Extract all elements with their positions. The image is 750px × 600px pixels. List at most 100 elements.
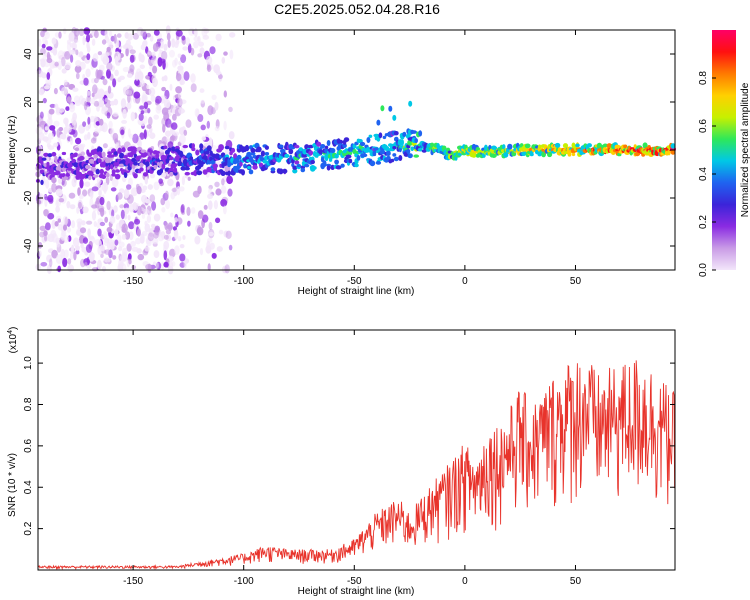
snr-scale-exponent: 4 [7, 330, 14, 334]
spectrogram-noise-cell [78, 28, 85, 37]
spectrogram-noise-cell [172, 131, 180, 136]
spectrogram-ridge-cell [40, 179, 44, 185]
spectrogram-noise-cell [125, 47, 129, 57]
spectrogram-noise-cell [106, 46, 111, 52]
spectrogram-noise-cell [36, 70, 43, 75]
spectrogram-ridge-cell [163, 145, 168, 150]
spectrogram-ridge-cell [301, 153, 308, 158]
spectrogram-ridge-cell [79, 155, 85, 161]
spectrogram-ridge-cell [173, 163, 178, 167]
spectrogram-ridge-cell [155, 152, 160, 159]
spectrogram-noise-cell [142, 40, 148, 47]
spectrogram-noise-cell [220, 185, 227, 194]
spectrogram-noise-cell [161, 76, 165, 82]
spectrogram-noise-cell [127, 177, 133, 187]
spectrogram-noise-cell [128, 258, 132, 265]
spectrogram-noise-cell [51, 219, 56, 229]
spectrogram-ridge-cell [143, 152, 148, 157]
spectrogram-noise-cell [48, 117, 53, 126]
spectrogram-noise-cell [150, 95, 156, 102]
y-tick-label: -20 [23, 190, 34, 205]
spectrogram-noise-cell [163, 250, 168, 261]
spectrogram-ridge-cell [382, 135, 387, 140]
spectrogram-noise-cell [115, 214, 121, 220]
spectrogram-noise-cell [172, 59, 177, 68]
spectrogram-noise-cell [83, 27, 91, 35]
x-tick-label: 50 [570, 576, 582, 587]
spectrogram-noise-cell [114, 69, 119, 77]
spectrogram-noise-cell [75, 250, 80, 255]
spectrogram-noise-cell [57, 218, 61, 223]
spectrogram-ridge-cell [352, 148, 357, 155]
spectrogram-noise-cell [98, 97, 105, 107]
spectrogram-ridge-cell [617, 152, 622, 157]
spectrogram-noise-cell [190, 73, 196, 83]
spectrogram-noise-cell [40, 111, 44, 119]
spectrogram-noise-cell [200, 99, 205, 104]
spectrogram-noise-cell [178, 61, 182, 65]
spectrogram-noise-cell [46, 46, 53, 51]
spectrogram-noise-cell [92, 84, 98, 95]
spectrogram-noise-cell [208, 221, 213, 230]
spectrogram-noise-cell [155, 105, 162, 114]
spectrogram-noise-cell [86, 220, 93, 225]
spectrogram-noise-cell [171, 38, 176, 48]
spectrogram-noise-cell [160, 261, 165, 271]
spectrogram-noise-cell [141, 213, 146, 219]
spectrogram-noise-cell [68, 192, 76, 199]
spectrogram-noise-cell [69, 204, 76, 210]
spectrogram-noise-cell [206, 120, 210, 129]
spectrogram-ridge-cell [65, 173, 70, 177]
spectrogram-noise-cell [94, 128, 101, 134]
spectrogram-noise-cell [179, 98, 183, 106]
spectrogram-noise-cell [175, 86, 183, 94]
spectrogram-noise-cell [71, 177, 77, 188]
spectrogram-noise-cell [71, 116, 77, 126]
spectrogram-noise-cell [61, 68, 67, 74]
spectrogram-noise-cell [54, 61, 59, 67]
x-tick-label: 50 [570, 276, 582, 287]
spectrogram-ridge-cell [430, 142, 435, 147]
spectrogram-noise-cell [108, 120, 113, 129]
spectrogram-noise-cell [58, 198, 65, 203]
spectrogram-noise-cell [147, 232, 154, 242]
spectrogram-noise-cell [55, 188, 63, 197]
spectrogram-noise-cell [102, 143, 108, 149]
spectrogram-noise-cell [60, 231, 66, 242]
spectrogram-ridge-cell [110, 164, 114, 170]
spectrogram-noise-cell [80, 243, 84, 249]
spectrogram-ridge-cell [133, 147, 138, 152]
spectrogram-noise-cell [149, 194, 156, 203]
spectrogram-noise-cell [94, 30, 99, 39]
spectrogram-noise-cell [149, 173, 156, 179]
spectrogram-ridge-cell [101, 151, 106, 158]
y-tick-label: 0.6 [23, 438, 34, 452]
spectrogram-noise-cell [183, 258, 190, 264]
spectrogram-noise-cell [140, 54, 145, 63]
spectrogram-noise-cell [179, 244, 185, 249]
spectrogram-ridge-cell [258, 162, 264, 168]
spectrogram-ridge-cell [173, 167, 178, 174]
spectrogram-noise-cell [43, 230, 48, 237]
spectrogram-ridge-cell [180, 166, 187, 171]
spectrogram-noise-cell [106, 200, 111, 211]
spectrogram-noise-cell [130, 187, 138, 197]
spectrogram-ridge-cell [392, 146, 397, 150]
spectrogram-noise-cell [61, 179, 67, 187]
spectrogram-noise-cell [55, 205, 60, 213]
spectrogram-noise-cell [45, 179, 50, 189]
spectrogram-noise-cell [135, 237, 142, 245]
spectrogram-noise-cell [104, 249, 111, 255]
spectrogram-noise-cell [96, 178, 102, 185]
spectrogram-noise-cell [127, 253, 132, 261]
spectrogram-noise-cell [47, 212, 55, 220]
spectrogram-noise-cell [91, 38, 96, 46]
spectrogram-noise-cell [120, 209, 125, 220]
spectrogram-noise-cell [122, 66, 130, 73]
spectrogram-noise-cell [124, 32, 129, 39]
spectrogram-noise-cell [161, 107, 169, 116]
spectrogram-noise-cell [130, 111, 136, 122]
spectrogram-noise-cell [197, 35, 201, 44]
spectrogram-noise-cell [140, 29, 147, 37]
spectrogram-ridge-cell [316, 141, 322, 147]
